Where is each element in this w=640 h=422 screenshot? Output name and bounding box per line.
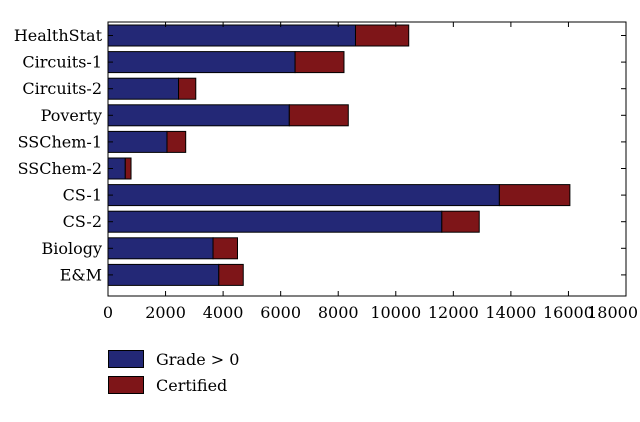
- category-label-6: CS-1: [63, 186, 102, 205]
- x-tick-label-3: 6000: [260, 303, 301, 322]
- bar-grade-4: [107, 130, 168, 153]
- legend-label-grade: Grade > 0: [156, 349, 240, 369]
- bar-certified-8: [212, 237, 238, 260]
- category-label-3: Poverty: [41, 106, 102, 125]
- bar-certified-1: [294, 51, 345, 74]
- x-tick-label-0: 0: [103, 303, 113, 322]
- bar-grade-6: [107, 184, 500, 207]
- category-label-2: Circuits-2: [22, 79, 102, 98]
- category-labels: HealthStat Circuits-1 Circuits-2 Poverty SSC…: [14, 26, 103, 284]
- bar-certified-5: [124, 157, 132, 180]
- bar-grade-1: [107, 51, 296, 74]
- x-tick-label-2: 4000: [203, 303, 244, 322]
- category-label-1: Circuits-1: [22, 53, 102, 72]
- legend-swatch-certified: [108, 376, 144, 394]
- bar-grade-8: [107, 237, 214, 260]
- bar-certified-0: [354, 24, 410, 47]
- category-label-7: CS-2: [63, 212, 102, 231]
- x-tick-label-7: 14000: [485, 303, 536, 322]
- category-label-5: SSChem-2: [18, 159, 102, 178]
- bar-certified-9: [218, 263, 244, 286]
- bar-grade-7: [107, 210, 443, 233]
- legend-item-grade: Grade > 0: [108, 346, 239, 372]
- category-label-8: Biology: [41, 239, 102, 258]
- bar-grade-3: [107, 104, 290, 127]
- bar-certified-7: [441, 210, 480, 233]
- x-tick-label-6: 12000: [428, 303, 479, 322]
- bars-group: [107, 24, 571, 286]
- legend: Grade > 0 Certified: [108, 346, 239, 398]
- bar-certified-3: [288, 104, 349, 127]
- legend-item-certified: Certified: [108, 372, 239, 398]
- x-tick-label-9: 18000: [587, 303, 638, 322]
- bar-grade-2: [107, 77, 180, 100]
- bar-certified-4: [166, 130, 187, 153]
- x-axis-ticks: 0 2000 4000 6000 8000 10000 12000 14000 16000180…: [103, 22, 638, 322]
- x-tick-label-8: 16000: [543, 303, 594, 322]
- x-tick-label-4: 8000: [318, 303, 359, 322]
- bar-certified-2: [178, 77, 197, 100]
- category-label-9: E&M: [60, 265, 102, 284]
- x-tick-label-1: 2000: [145, 303, 186, 322]
- category-label-4: SSChem-1: [18, 132, 102, 151]
- legend-label-certified: Certified: [156, 375, 228, 395]
- bar-grade-0: [107, 24, 356, 47]
- bar-certified-6: [498, 184, 571, 207]
- legend-swatch-grade: [108, 350, 144, 368]
- category-label-0: HealthStat: [14, 26, 103, 45]
- bar-grade-9: [107, 263, 220, 286]
- x-tick-label-5: 10000: [370, 303, 421, 322]
